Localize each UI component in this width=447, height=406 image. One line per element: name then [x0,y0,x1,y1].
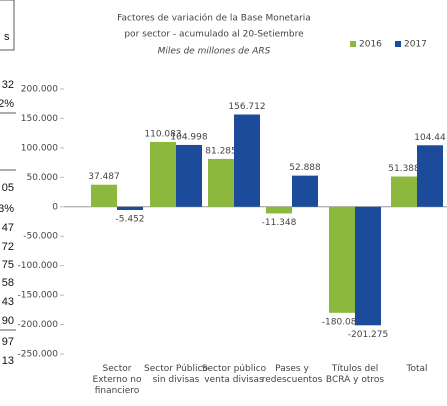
side-fragment: 97 [2,336,14,348]
side-fragment: 05 [2,182,14,194]
data-label: -180.084 [322,317,363,327]
data-label: 37.487 [88,172,120,182]
side-box [0,0,15,51]
bar [391,176,417,207]
x-tick-label: Títulos del BCRA y otros [326,364,384,385]
y-tick-label: 150.000 [21,114,58,124]
y-tick-label: -50.000 [23,232,58,242]
y-tick-label: 50.000 [27,173,59,183]
data-label: 110.083 [144,129,181,139]
data-label: -201.275 [348,330,388,340]
data-label: 52.888 [289,163,321,173]
y-tick-label: -250.000 [18,350,59,360]
bar [208,158,234,207]
x-tick-label: Sector Público sin divisas [144,364,208,385]
bar [234,114,260,207]
y-tick-label: -150.000 [18,291,59,301]
y-tick-label: 0 [52,202,58,212]
side-fragment: 75 [2,259,14,271]
chart-title: Factores de variación de la Base Monetar… [117,13,311,24]
bar [329,206,355,313]
side-fragment: 58 [2,277,14,289]
side-fragment: 3% [0,203,14,215]
y-tick-label: 100.000 [21,143,58,153]
legend-label: 2017 [404,40,427,50]
bar [266,206,292,214]
bar [292,175,318,207]
data-label: 156.712 [228,102,265,112]
legend-swatch [350,41,356,47]
x-tick-label: Pases y redescuentos [262,364,323,385]
side-fragment: 43 [2,296,14,308]
x-tick-label: Sector Externo no financiero [93,364,142,396]
data-label: 104.998 [170,132,207,142]
bar [176,144,202,207]
data-label: 51.388 [388,164,420,174]
y-tick-label: -200.000 [18,320,59,330]
y-axis-title: Miles de millones de ARS [158,47,271,57]
y-tick-label: 200.000 [21,85,58,95]
side-fragment: 90 [2,315,14,327]
x-tick-label: Total [405,364,427,374]
data-label: 104.44 [414,133,446,143]
side-fragment: 72 [2,241,14,253]
chart-subtitle: por sector - acumulado al 20-Setiembre [124,30,304,40]
data-label: 81.285 [205,146,237,156]
x-tick-label: Sector público venta divisas [202,364,267,385]
y-tick-label: -100.000 [18,261,59,271]
bar [91,184,117,207]
side-fragment: s [4,31,10,43]
data-label: -5.452 [115,214,144,224]
bar [355,206,381,326]
side-fragment: 2% [0,98,14,110]
bar [150,141,176,207]
data-label: -11.348 [262,218,297,228]
bar [417,145,443,207]
legend-swatch [395,41,401,47]
side-fragment: 32 [2,79,14,91]
side-fragment: 13 [2,355,14,367]
bar [117,206,143,210]
side-fragment: 47 [2,222,14,234]
legend-label: 2016 [359,40,382,50]
